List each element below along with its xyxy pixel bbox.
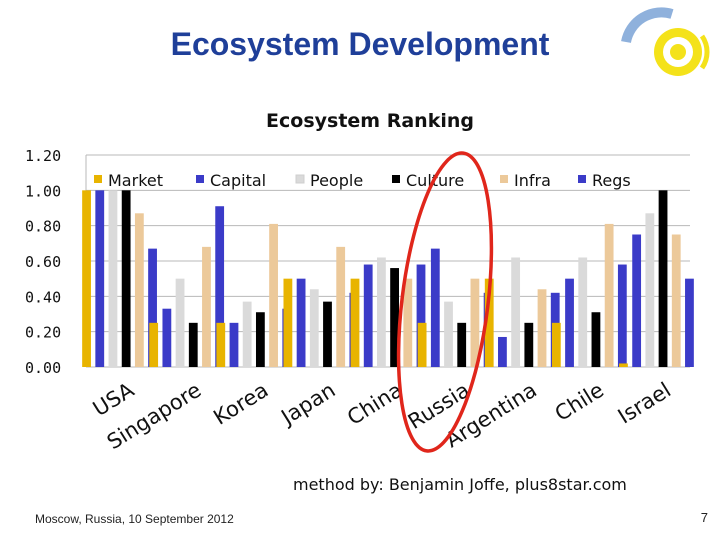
bar-capital-israel [632, 234, 642, 367]
bar-people-usa [108, 190, 118, 367]
legend-label-people: People [310, 171, 363, 190]
bar-regs-china [416, 264, 426, 367]
bar-market-argentina [484, 278, 494, 367]
y-tick-label: 0.80 [25, 218, 61, 236]
legend-swatch-people [295, 174, 305, 184]
bar-culture-chile [591, 312, 601, 367]
slide-title: Ecosystem Development [170, 26, 550, 62]
bar-people-chile [578, 257, 588, 367]
bar-market-russia [417, 322, 427, 367]
bar-infra-usa [134, 213, 144, 367]
y-tick-label: 1.00 [25, 182, 61, 200]
bar-market-korea [216, 322, 226, 367]
bars [82, 190, 694, 367]
chart-title: Ecosystem Ranking [266, 110, 474, 132]
y-tick-label: 0.00 [25, 359, 61, 377]
method-credit: method by: Benjamin Joffe, plus8star.com [293, 475, 627, 494]
bar-infra-argentina [537, 289, 547, 367]
y-tick-label: 0.20 [25, 324, 61, 342]
y-tick-label: 0.60 [25, 253, 61, 271]
y-axis-ticks: 0.00 0.20 0.40 0.60 0.80 1.00 1.20 [25, 147, 61, 377]
legend-swatch-market [94, 175, 102, 183]
legend-label-infra: Infra [514, 171, 551, 190]
x-tick-label: USA [89, 377, 139, 421]
bar-capital-japan [296, 278, 306, 367]
bar-infra-japan [336, 246, 346, 367]
legend-swatch-capital [196, 175, 204, 183]
bar-people-china [377, 257, 386, 367]
legend-label-regs: Regs [592, 171, 631, 190]
bar-people-japan [309, 289, 319, 367]
bar-infra-korea [269, 223, 278, 367]
logo-icon [621, 7, 710, 76]
bar-capital-china [363, 264, 373, 367]
legend-label-capital: Capital [210, 171, 266, 190]
bar-capital-usa [95, 190, 105, 367]
bar-market-china [350, 278, 360, 367]
page-number: 7 [700, 510, 708, 525]
legend-label-market: Market [108, 171, 163, 190]
x-tick-label: Korea [209, 378, 272, 430]
x-tick-label: Israel [614, 378, 675, 429]
bar-capital-singapore [162, 308, 172, 367]
bar-people-russia [444, 301, 453, 367]
gridlines [85, 154, 690, 368]
bar-regs-israel [685, 278, 694, 367]
bar-infra-china [403, 278, 413, 367]
bar-culture-usa [121, 190, 131, 367]
x-tick-label: Japan [276, 378, 340, 430]
bar-regs-singapore [215, 206, 225, 367]
x-tick-label: Chile [551, 378, 608, 426]
bar-infra-israel [671, 234, 681, 367]
bar-infra-chile [604, 223, 614, 367]
bar-culture-russia [457, 322, 467, 367]
russia-highlight-ellipse [396, 151, 494, 453]
bar-market-israel [619, 363, 628, 367]
bar-people-korea [242, 301, 252, 367]
bar-culture-korea [255, 312, 265, 367]
bar-culture-israel [658, 190, 668, 367]
bar-people-argentina [511, 257, 521, 367]
bar-infra-singapore [202, 246, 211, 367]
bar-market-singapore [149, 322, 159, 367]
legend: Market Capital People Culture Infra Regs [94, 171, 631, 190]
y-tick-label: 0.40 [25, 288, 61, 306]
bar-culture-japan [323, 301, 332, 367]
bar-capital-korea [229, 322, 239, 367]
bar-capital-chile [565, 278, 574, 367]
bar-market-usa [82, 190, 91, 367]
bar-people-israel [645, 213, 655, 367]
annotation [396, 151, 494, 453]
bar-infra-russia [470, 278, 480, 367]
legend-swatch-regs [578, 175, 586, 183]
bar-people-singapore [175, 278, 185, 367]
legend-swatch-culture [392, 175, 400, 183]
bar-market-chile [551, 322, 561, 367]
bar-capital-russia [430, 248, 440, 367]
x-tick-label: China [343, 378, 407, 430]
bar-regs-usa [148, 248, 157, 367]
bar-culture-china [390, 268, 399, 367]
footer-location-date: Moscow, Russia, 10 September 2012 [35, 512, 234, 526]
bar-capital-argentina [498, 336, 507, 367]
bar-market-japan [283, 278, 293, 367]
legend-swatch-infra [500, 175, 508, 183]
bar-culture-argentina [524, 322, 534, 367]
y-tick-label: 1.20 [25, 147, 61, 165]
bar-regs-chile [617, 264, 627, 367]
bar-culture-singapore [188, 322, 198, 367]
